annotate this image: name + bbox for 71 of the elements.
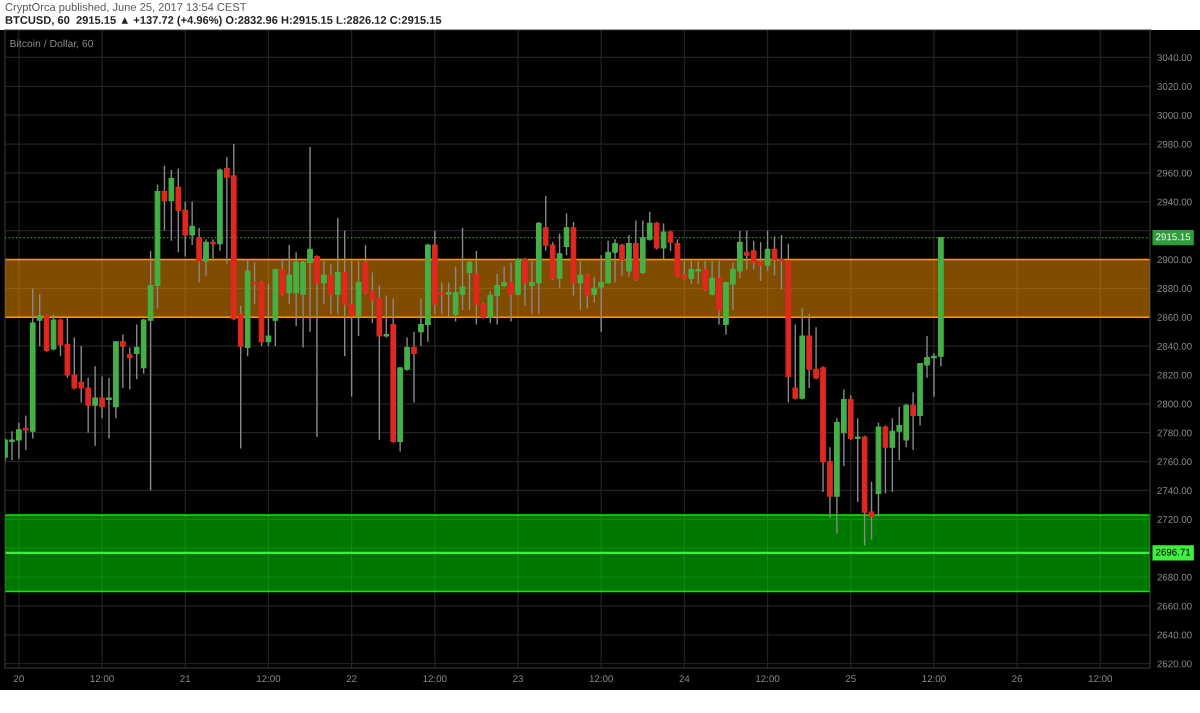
y-tick-label: 2780.00 xyxy=(1157,429,1192,437)
candlestick xyxy=(189,201,196,246)
text: Bitcoin / Dollar, 60 xyxy=(10,39,94,49)
chart-subtitle: BTCUSD, 60 2915.15 ▲ +137.72 (+4.96%) O:2832.96 H:2915.15 L:2826.12 C:2915.15 xyxy=(5,15,442,27)
candlestick xyxy=(126,346,133,391)
candlestick xyxy=(36,293,43,347)
candlestick xyxy=(196,227,202,284)
x-tick-label: 26 xyxy=(1012,675,1023,683)
candlestick xyxy=(764,229,771,272)
x-tick-label: 12:00 xyxy=(90,675,114,683)
y-tick-label: 2840.00 xyxy=(1157,342,1192,350)
x-tick-label: 12:00 xyxy=(257,675,281,683)
candlestick xyxy=(383,294,390,339)
y-tick-label: 2680.00 xyxy=(1157,573,1192,581)
x-tick-label: 20 xyxy=(13,675,24,683)
candlestick xyxy=(854,417,861,503)
candlestick xyxy=(99,375,105,419)
candlestick xyxy=(411,330,417,404)
candlestick xyxy=(22,414,29,451)
candlestick xyxy=(591,276,598,304)
y-tick-label: 2860.00 xyxy=(1157,313,1192,321)
candlestick xyxy=(709,260,715,297)
candlestick xyxy=(584,273,591,310)
y-tick-label: 3020.00 xyxy=(1157,83,1192,90)
candlestick xyxy=(120,333,126,389)
candlestick xyxy=(910,391,916,451)
candlestick xyxy=(660,222,667,261)
x-tick-label: 12:00 xyxy=(756,675,780,683)
x-tick-label: 12:00 xyxy=(922,675,946,683)
candlestick xyxy=(334,216,341,316)
ref-line-label: 2915.15 xyxy=(1156,233,1191,241)
candlestick xyxy=(577,260,584,311)
y-tick-label: 2980.00 xyxy=(1157,140,1192,148)
y-tick-label: 2880.00 xyxy=(1157,285,1192,292)
x-tick-label: 12:00 xyxy=(589,675,613,683)
y-tick-label: 2620.00 xyxy=(1157,660,1192,668)
y-tick-label: 2640.00 xyxy=(1157,631,1192,639)
candlestick xyxy=(508,261,514,323)
y-tick-label: 3000.00 xyxy=(1157,111,1192,119)
candlestick xyxy=(522,257,528,307)
text: CryptOrca published, June 25, 2017 13:54 CEST xyxy=(5,2,247,14)
candlestick xyxy=(92,365,98,447)
x-tick-label: 23 xyxy=(513,675,523,683)
y-tick-label: 2960.00 xyxy=(1157,169,1192,177)
candlestick xyxy=(161,164,168,232)
x-tick-label: 21 xyxy=(180,675,191,682)
candlestick xyxy=(168,169,175,242)
y-tick-label: 2660.00 xyxy=(1157,602,1192,610)
candlestick xyxy=(321,260,327,305)
candlestick xyxy=(327,263,334,316)
ref-line-label: 2696.71 xyxy=(1156,548,1191,556)
y-tick-label: 2720.00 xyxy=(1157,516,1192,523)
candlestick xyxy=(619,242,625,277)
y-tick-label: 2940.00 xyxy=(1157,198,1192,206)
x-tick-label: 22 xyxy=(346,675,357,682)
candlestick xyxy=(203,238,209,277)
x-tick-label: 12:00 xyxy=(423,675,447,683)
y-tick-label: 2820.00 xyxy=(1157,371,1192,379)
candlestick xyxy=(792,323,799,401)
y-tick-label: 2900.00 xyxy=(1157,256,1192,264)
candlestick xyxy=(210,238,216,262)
candlestick xyxy=(265,283,272,347)
x-tick-label: 12:00 xyxy=(1088,675,1113,683)
y-tick-label: 2800.00 xyxy=(1157,400,1192,408)
candlestick xyxy=(702,260,709,292)
y-tick-label: 2760.00 xyxy=(1157,458,1192,466)
x-tick-label: 25 xyxy=(845,675,856,683)
x-tick-label: 24 xyxy=(679,675,690,682)
y-tick-label: 3040.00 xyxy=(1157,54,1192,62)
candlestick xyxy=(882,424,889,495)
y-tick-label: 2740.00 xyxy=(1157,487,1192,495)
